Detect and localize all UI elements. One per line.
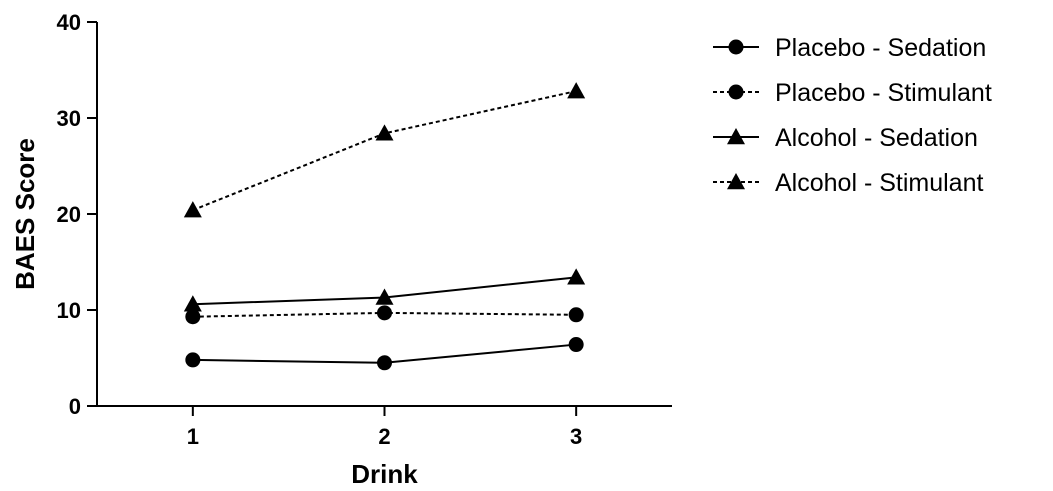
data-point [567, 82, 586, 99]
legend-item: Alcohol - Stimulant [713, 169, 983, 197]
series-2 [185, 305, 584, 325]
legend: Placebo - Sedation Placebo - Stimulant Alc… [713, 34, 992, 197]
data-point [377, 355, 392, 371]
legend-marker [727, 173, 745, 190]
series-3 [183, 268, 586, 312]
data-point [375, 124, 394, 141]
data-point [185, 352, 201, 368]
x-tick-label: 3 [570, 424, 582, 449]
legend-item: Placebo - Stimulant [713, 79, 992, 107]
series-4 [183, 82, 586, 218]
plot-area [183, 82, 586, 371]
x-axis-title: Drink [351, 459, 418, 489]
data-point [568, 307, 584, 323]
legend-label: Placebo - Stimulant [775, 79, 992, 107]
legend-label: Alcohol - Sedation [775, 124, 978, 152]
series-line [192, 90, 577, 212]
data-point [183, 295, 202, 312]
legend-item: Alcohol - Sedation [713, 124, 978, 152]
data-point [377, 305, 392, 321]
x-tick-label: 1 [187, 424, 199, 449]
data-point [567, 268, 586, 285]
y-tick-label: 20 [57, 202, 81, 227]
legend-marker [728, 84, 744, 100]
y-axis-title: BAES Score [10, 138, 40, 290]
y-tick-label: 40 [57, 10, 81, 35]
axes: Drink BAES Score 0 10 20 30 40 1 2 3 [10, 10, 672, 489]
series-1 [185, 337, 584, 371]
legend-item: Placebo - Sedation [713, 34, 986, 62]
x-tick-label: 2 [378, 424, 390, 449]
legend-label: Placebo - Sedation [775, 34, 986, 62]
y-tick-label: 10 [57, 298, 81, 323]
data-point [185, 309, 201, 325]
y-tick-label: 0 [69, 394, 81, 419]
data-point [183, 201, 202, 218]
data-point [375, 288, 394, 305]
y-tick-label: 30 [57, 106, 81, 131]
legend-marker [728, 39, 744, 55]
data-point [568, 337, 584, 353]
legend-label: Alcohol - Stimulant [775, 169, 983, 197]
legend-marker [727, 128, 745, 145]
